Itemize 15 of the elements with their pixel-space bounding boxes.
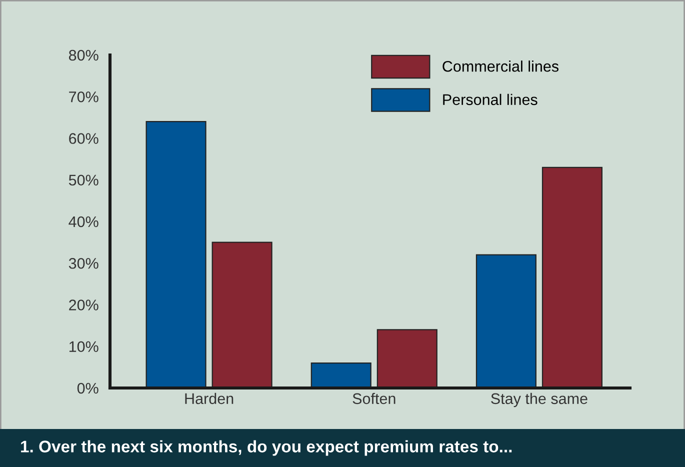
y-tick-label: 10% xyxy=(69,341,98,352)
legend-label: Personal lines xyxy=(443,94,538,106)
y-tick-label: 20% xyxy=(69,300,98,310)
y-tick-label: 0% xyxy=(77,382,98,394)
text: 1. Over the next six months, do you expect premium rates to... xyxy=(21,440,512,456)
x-tick-label: Harden xyxy=(185,392,234,404)
y-tick-label: 30% xyxy=(68,258,98,269)
x-tick-label: Soften xyxy=(352,392,396,404)
legend-label: Commercial lines xyxy=(442,60,559,72)
y-tick-label: 40% xyxy=(68,216,98,228)
y-tick-label: 60% xyxy=(69,133,98,144)
x-tick-label: Stay the same xyxy=(491,392,588,408)
y-tick-label: 80% xyxy=(68,50,98,61)
y-tick-label: 50% xyxy=(68,174,98,186)
y-tick-label: 70% xyxy=(69,91,98,102)
